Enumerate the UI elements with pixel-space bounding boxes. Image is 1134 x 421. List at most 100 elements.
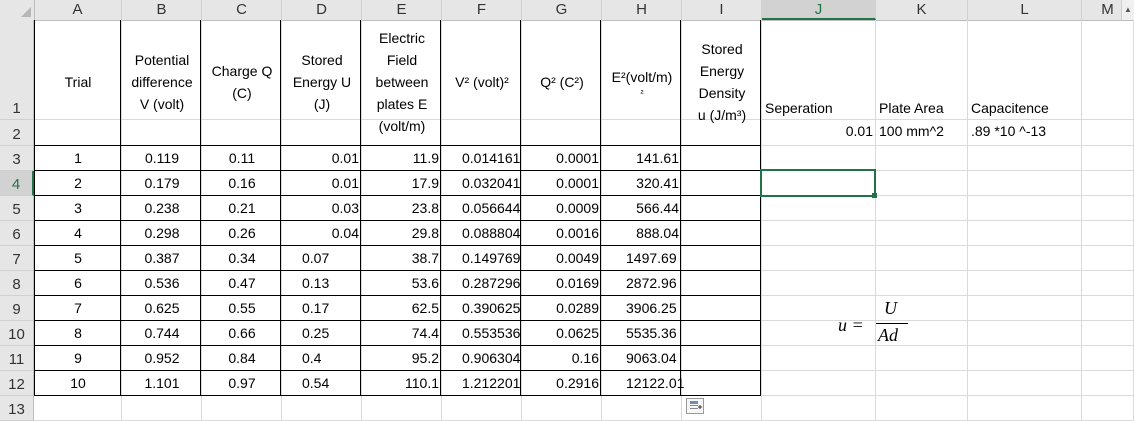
data-cell[interactable]: 8 xyxy=(74,325,82,341)
data-cell[interactable]: 1497.69 xyxy=(626,250,677,266)
cell-capacitance-label[interactable]: Capacitence xyxy=(971,100,1049,116)
density-cell[interactable] xyxy=(682,246,762,271)
header-q-squared[interactable]: Q² (C²) xyxy=(522,22,602,142)
data-cell[interactable]: 6 xyxy=(74,275,82,291)
data-cell[interactable]: 10 xyxy=(70,375,86,391)
data-cell[interactable]: 0.01 xyxy=(331,175,359,191)
data-cell[interactable]: 0.13 xyxy=(302,275,330,291)
density-cell[interactable] xyxy=(682,296,762,321)
data-cell[interactable]: 2872.96 xyxy=(626,275,677,291)
data-cell[interactable]: 888.04 xyxy=(636,225,679,241)
data-cell[interactable]: 3 xyxy=(74,200,82,216)
data-cell[interactable]: 12122.01 xyxy=(626,375,685,391)
row-header-12[interactable]: 12 xyxy=(0,371,34,396)
scroll-right-icon[interactable]: ▲ xyxy=(1121,0,1134,20)
cell-separation-value[interactable]: 0.01 xyxy=(845,123,873,139)
density-cell[interactable] xyxy=(682,371,762,396)
density-cell[interactable] xyxy=(682,171,762,196)
data-cell[interactable]: 0.014161 xyxy=(462,150,521,166)
data-cell[interactable]: 9063.04 xyxy=(626,350,677,366)
data-cell[interactable]: 0.0001 xyxy=(556,150,599,166)
header-electric-field[interactable]: Electric Field between plates E (volt/m) xyxy=(362,22,442,142)
data-cell[interactable]: 38.7 xyxy=(411,250,439,266)
data-cell[interactable]: 0.0016 xyxy=(556,225,599,241)
data-cell[interactable]: 7 xyxy=(74,300,82,316)
row-header-5[interactable]: 5 xyxy=(0,196,34,221)
data-cell[interactable]: 0.55 xyxy=(228,300,256,316)
data-cell[interactable]: 0.0289 xyxy=(556,300,599,316)
data-cell[interactable]: 95.2 xyxy=(411,350,439,366)
data-cell[interactable]: 0.34 xyxy=(228,250,256,266)
header-charge[interactable]: Charge Q (C) xyxy=(202,22,282,142)
data-cell[interactable]: 0.97 xyxy=(228,375,256,391)
data-cell[interactable]: 74.4 xyxy=(411,325,439,341)
formula-image[interactable]: u = U Ad xyxy=(838,298,918,350)
data-cell[interactable]: 0.25 xyxy=(302,325,330,341)
data-cell[interactable]: 0.66 xyxy=(228,325,256,341)
header-stored-energy[interactable]: Stored Energy U (J) xyxy=(282,22,362,142)
density-cell[interactable] xyxy=(682,196,762,221)
data-cell[interactable]: 0.744 xyxy=(144,325,180,341)
data-cell[interactable]: 5535.36 xyxy=(626,325,677,341)
column-header-I[interactable]: I xyxy=(682,0,762,20)
column-header-E[interactable]: E xyxy=(362,0,442,20)
header-v-squared[interactable]: V² (volt)² xyxy=(442,22,522,142)
column-header-G[interactable]: G xyxy=(522,0,602,20)
data-cell[interactable]: 0.149769 xyxy=(462,250,521,266)
data-cell[interactable]: 0.238 xyxy=(144,200,180,216)
data-cell[interactable]: 0.0049 xyxy=(556,250,599,266)
data-cell[interactable]: 0.179 xyxy=(144,175,180,191)
data-cell[interactable]: 0.298 xyxy=(144,225,180,241)
data-cell[interactable]: 9 xyxy=(74,350,82,366)
column-header-L[interactable]: L xyxy=(968,0,1082,20)
data-cell[interactable]: 1.101 xyxy=(144,375,180,391)
data-cell[interactable]: 0.11 xyxy=(228,150,256,166)
data-cell[interactable]: 29.8 xyxy=(411,225,439,241)
cell-separation-label[interactable]: Seperation xyxy=(765,100,833,116)
row-header-6[interactable]: 6 xyxy=(0,221,34,246)
row-header-9[interactable]: 9 xyxy=(0,296,34,321)
data-cell[interactable]: 0.17 xyxy=(302,300,330,316)
data-cell[interactable]: 0.4 xyxy=(302,350,322,366)
row-header-10[interactable]: 10 xyxy=(0,321,34,346)
row-header-3[interactable]: 3 xyxy=(0,146,34,171)
density-cell[interactable] xyxy=(682,346,762,371)
column-header-J[interactable]: J xyxy=(762,0,876,20)
data-cell[interactable]: 0.553536 xyxy=(462,325,521,341)
header-trial[interactable]: Trial xyxy=(34,22,122,142)
density-cell[interactable] xyxy=(682,221,762,246)
column-header-F[interactable]: F xyxy=(442,0,522,20)
header-potential[interactable]: Potential difference V (volt) xyxy=(122,22,202,142)
data-cell[interactable]: 0.16 xyxy=(228,175,256,191)
data-cell[interactable]: 62.5 xyxy=(411,300,439,316)
data-cell[interactable]: 0.03 xyxy=(331,200,359,216)
data-cell[interactable]: 566.44 xyxy=(636,200,679,216)
data-cell[interactable]: 0.387 xyxy=(144,250,180,266)
density-cell[interactable] xyxy=(682,271,762,296)
column-header-A[interactable]: A xyxy=(34,0,122,20)
data-cell[interactable]: 0.056644 xyxy=(462,200,521,216)
data-cell[interactable]: 0.54 xyxy=(302,375,330,391)
data-cell[interactable]: 0.287296 xyxy=(462,275,521,291)
data-cell[interactable]: 0.625 xyxy=(144,300,180,316)
density-cell[interactable] xyxy=(682,146,762,171)
data-cell[interactable]: 17.9 xyxy=(411,175,439,191)
column-header-B[interactable]: B xyxy=(122,0,202,20)
data-cell[interactable]: 1 xyxy=(74,150,82,166)
data-cell[interactable]: 0.032041 xyxy=(462,175,521,191)
data-cell[interactable]: 0.906304 xyxy=(462,350,521,366)
data-cell[interactable]: 0.84 xyxy=(228,350,256,366)
data-cell[interactable]: 0.26 xyxy=(228,225,256,241)
row-header-2[interactable]: 2 xyxy=(0,120,34,146)
data-cell[interactable]: 110.1 xyxy=(405,375,439,391)
data-cell[interactable]: 0.04 xyxy=(331,225,359,241)
data-cell[interactable]: 0.16 xyxy=(571,350,599,366)
data-cell[interactable]: 0.2916 xyxy=(556,375,599,391)
data-cell[interactable]: 0.0001 xyxy=(556,175,599,191)
density-cell[interactable] xyxy=(682,321,762,346)
data-cell[interactable]: 0.088804 xyxy=(462,225,521,241)
fill-handle[interactable] xyxy=(872,193,877,198)
cell-plate_area-value[interactable]: 100 mm^2 xyxy=(879,123,944,139)
data-cell[interactable]: 0.07 xyxy=(302,250,330,266)
